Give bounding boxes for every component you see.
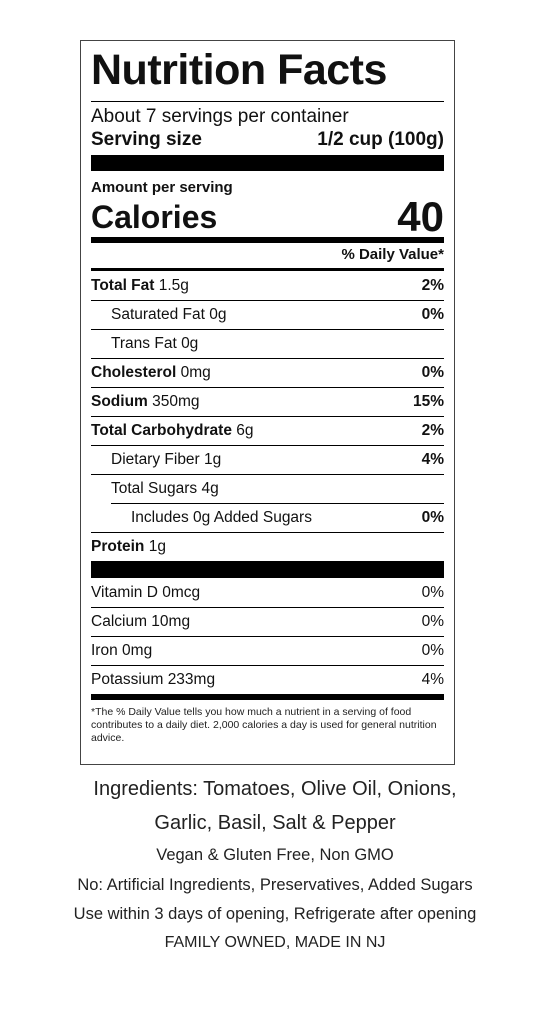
info-line: FAMILY OWNED, MADE IN NJ [164, 934, 386, 951]
nutrient-row: Includes 0g Added Sugars 0% [111, 503, 444, 532]
servings: About 7 servings per container [91, 106, 349, 127]
calories-value: 40 [397, 193, 444, 240]
vitamin-row: Potassium 233mg 4% [91, 665, 444, 694]
nutrient-amount: 4g [201, 480, 219, 497]
nutrient-name: Includes 0g Added Sugars [131, 509, 312, 526]
nutrient-name: Cholesterol [91, 364, 177, 381]
vitamin-amount: 233mg [167, 671, 216, 688]
nutrient-dv: 0% [421, 364, 444, 381]
nutrient-row: Saturated Fat 0g 0% [91, 300, 444, 329]
vitamin-name: Vitamin D [91, 583, 158, 601]
nutrient-row: Protein 1g [91, 532, 444, 561]
nutrient-dv: 2% [421, 276, 444, 294]
title: Nutrition Facts [91, 41, 444, 102]
nutrient-amount: 0g [181, 335, 199, 352]
divider [91, 237, 444, 243]
vitamin-row: Calcium 10mg 0% [91, 607, 444, 636]
nutrient-amount: 6g [236, 422, 254, 439]
nutrient-amount: 0mg [180, 364, 211, 381]
nutrient-amount: 1g [148, 538, 166, 555]
nutrient-dv: 0% [421, 509, 444, 526]
nutrient-name: Protein [91, 538, 145, 555]
divider [91, 561, 444, 578]
nutrient-dv: 4% [421, 451, 444, 468]
vitamin-name: Potassium [91, 671, 164, 688]
nutrient-row: Trans Fat 0g [91, 329, 444, 358]
nutrient-row: Cholesterol 0mg 0% [91, 358, 444, 387]
info-line: No: Artificial Ingredients, Preservative… [77, 876, 473, 894]
nutrient-name: Sodium [91, 393, 148, 410]
vitamin-row: Vitamin D 0mcg 0% [91, 578, 444, 607]
vitamin-dv: 0% [421, 613, 444, 630]
divider [91, 155, 444, 171]
nutrient-name: Total Fat [91, 276, 155, 294]
divider [91, 694, 444, 700]
info-line: Use within 3 days of opening, Refrigerat… [73, 905, 477, 923]
vitamin-dv: 4% [421, 671, 444, 688]
footnote: *The % Daily Value tells you how much a … [91, 706, 437, 744]
nutrient-amount: 1.5g [158, 276, 189, 294]
ingredients-line: Ingredients: Tomatoes, Olive Oil, Onions… [93, 778, 457, 800]
nutrient-amount: 0g [209, 306, 227, 323]
vitamin-name: Calcium [91, 613, 147, 630]
calories: Calories 40 [91, 193, 444, 240]
vitamin-dv: 0% [421, 642, 444, 659]
vitamin-row: Iron 0mg 0% [91, 636, 444, 665]
nutrient-dv: 15% [412, 393, 444, 410]
serving-size-label: Serving size [91, 129, 202, 150]
vitamin-amount: 10mg [151, 613, 191, 630]
nutrient-dv: 0% [421, 306, 444, 323]
nutrient-name: Dietary Fiber [111, 451, 200, 468]
nutrient-name: Total Carbohydrate [91, 422, 232, 439]
serving-size-value: 1/2 cup (100g) [317, 129, 444, 150]
nutrient-name: Total Sugars [111, 480, 198, 497]
vitamin-dv: 0% [421, 583, 444, 601]
nutrient-name: Trans Fat [111, 335, 177, 352]
serving-size: Serving size 1/2 cup (100g) [91, 128, 444, 151]
calories-label: Calories [91, 199, 218, 235]
nutrient-row: Total Fat 1.5g 2% [91, 271, 444, 300]
vitamin-amount: 0mcg [162, 583, 201, 601]
nutrient-row: Dietary Fiber 1g 4% [91, 445, 444, 474]
nutrient-row: Sodium 350mg 15% [91, 387, 444, 416]
nutrition-label: Nutrition Facts About 7 servings per con… [80, 40, 455, 765]
vitamin-amount: 0mg [122, 642, 153, 659]
amount-per-serving: Amount per serving [91, 179, 233, 196]
info-line: Vegan & Gluten Free, Non GMO [156, 846, 394, 864]
ingredients-line: Garlic, Basil, Salt & Pepper [154, 812, 396, 834]
nutrient-row: Total Carbohydrate 6g 2% [91, 416, 444, 445]
nutrient-dv: 2% [421, 422, 444, 439]
nutrient-amount: 350mg [152, 393, 200, 410]
daily-value-header: % Daily Value* [91, 243, 444, 271]
nutrient-amount: 1g [204, 451, 222, 468]
nutrient-row: Total Sugars 4g [91, 474, 444, 503]
nutrient-name: Saturated Fat [111, 306, 205, 323]
vitamin-name: Iron [91, 642, 118, 659]
